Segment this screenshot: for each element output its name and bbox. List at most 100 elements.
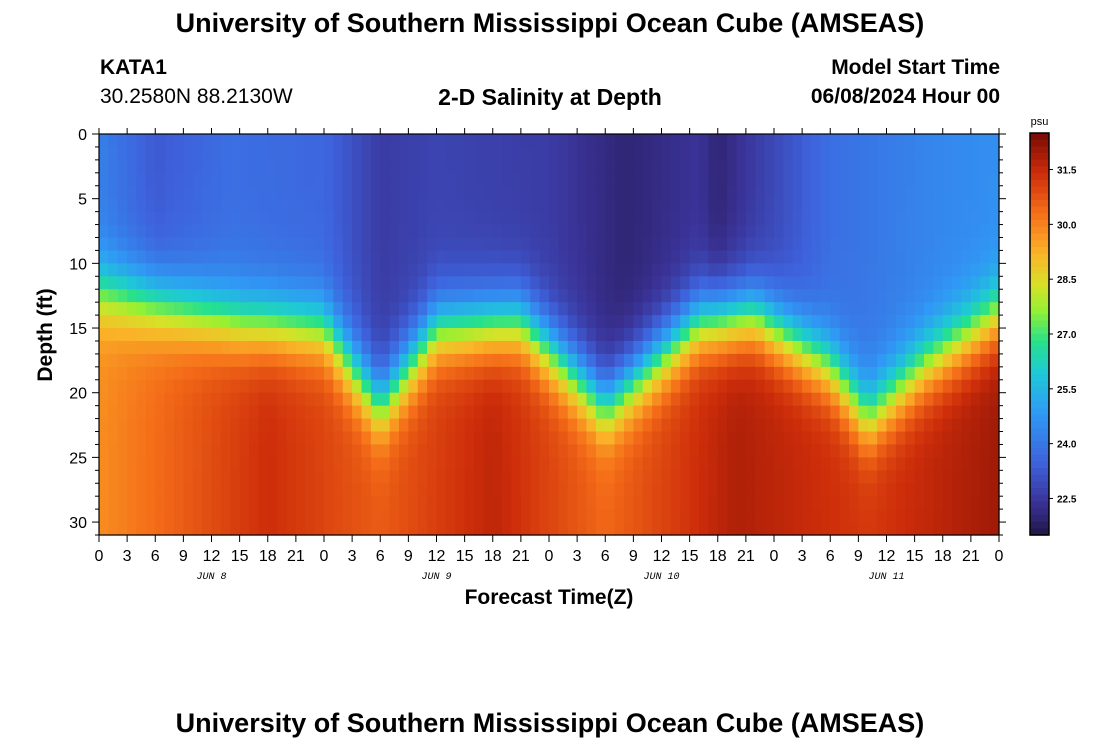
heatmap-cell — [652, 340, 663, 355]
heatmap-cell — [858, 289, 869, 303]
heatmap-cell — [595, 328, 606, 342]
heatmap-cell — [614, 263, 625, 277]
heatmap-cell — [830, 418, 841, 433]
heatmap-cell — [811, 470, 822, 484]
colorbar-swatch — [1030, 347, 1049, 355]
heatmap-cell — [961, 366, 972, 381]
heatmap-cell — [145, 366, 156, 381]
heatmap-cell — [202, 263, 213, 277]
heatmap-cell — [914, 198, 925, 213]
heatmap-cell — [220, 496, 231, 510]
heatmap-cell — [652, 289, 663, 303]
heatmap-cell — [230, 211, 241, 226]
heatmap-cell — [886, 315, 897, 329]
heatmap-cell — [567, 159, 578, 174]
heatmap-cell — [286, 302, 297, 316]
heatmap-cell — [145, 250, 156, 264]
heatmap-cell — [492, 366, 503, 381]
heatmap-cell — [342, 483, 353, 497]
heatmap-cell — [558, 185, 569, 200]
heatmap-cell — [689, 392, 700, 407]
heatmap-cell — [202, 172, 213, 187]
colorbar-swatch — [1030, 320, 1049, 328]
heatmap-cell — [886, 483, 897, 497]
heatmap-cell — [970, 496, 981, 510]
heatmap-cell — [127, 379, 138, 394]
heatmap-cell — [905, 159, 916, 174]
heatmap-cell — [127, 392, 138, 407]
heatmap-cell — [549, 353, 559, 368]
colorbar-swatch — [1030, 494, 1049, 503]
heatmap-cell — [614, 496, 625, 510]
heatmap-cell — [520, 444, 531, 458]
heatmap-cell — [952, 431, 963, 446]
heatmap-cell — [886, 172, 897, 187]
heatmap-cell — [858, 224, 869, 239]
x-tick-label: 12 — [428, 548, 446, 565]
heatmap-cell — [680, 379, 691, 394]
heatmap-cell — [352, 418, 363, 433]
heatmap-cell — [952, 263, 963, 277]
heatmap-cell — [380, 185, 391, 200]
x-tick-label: 15 — [681, 548, 699, 565]
heatmap-cell — [717, 405, 728, 420]
heatmap-cell — [820, 496, 831, 510]
heatmap-cell — [736, 159, 747, 174]
heatmap-cell — [127, 366, 138, 381]
heatmap-cell — [249, 172, 259, 187]
heatmap-cell — [220, 146, 231, 161]
heatmap-cell — [624, 418, 634, 433]
heatmap-cell — [286, 444, 297, 458]
heatmap-cell — [202, 418, 213, 433]
heatmap-cell — [624, 470, 634, 484]
heatmap-cell — [895, 237, 906, 252]
heatmap-cell — [933, 224, 944, 239]
heatmap-cell — [342, 353, 353, 368]
heatmap-cell — [877, 431, 888, 446]
heatmap-cell — [286, 457, 297, 471]
heatmap-cell — [417, 172, 428, 187]
heatmap-cell — [680, 146, 691, 161]
heatmap-cell — [895, 444, 906, 458]
x-tick-label: 18 — [934, 548, 952, 565]
heatmap-cell — [933, 457, 944, 471]
heatmap-cell — [174, 198, 184, 213]
heatmap-cell — [680, 353, 691, 368]
heatmap-cell — [361, 134, 372, 148]
heatmap-cell — [408, 185, 419, 200]
heatmap-cell — [858, 198, 869, 213]
heatmap-cell — [436, 172, 447, 187]
heatmap-cell — [333, 289, 344, 303]
heatmap-cell — [764, 418, 775, 433]
heatmap-cell — [436, 457, 447, 471]
heatmap-cell — [933, 276, 944, 290]
heatmap-cell — [624, 224, 634, 239]
heatmap-cell — [717, 418, 728, 433]
heatmap-cell — [699, 237, 709, 252]
heatmap-cell — [492, 509, 503, 523]
heatmap-cell — [399, 353, 409, 368]
heatmap-cell — [258, 405, 269, 420]
heatmap-cell — [877, 146, 888, 161]
heatmap-cell — [417, 302, 428, 316]
heatmap-cell — [952, 315, 963, 329]
heatmap-cell — [970, 172, 981, 187]
heatmap-cell — [380, 483, 391, 497]
heatmap-cell — [361, 172, 372, 187]
heatmap-cell — [474, 302, 484, 316]
heatmap-cell — [924, 211, 934, 226]
heatmap-cell — [399, 444, 409, 458]
heatmap-cell — [127, 224, 138, 239]
heatmap-cell — [483, 250, 494, 264]
heatmap-cell — [108, 198, 119, 213]
heatmap-cell — [970, 237, 981, 252]
heatmap-cell — [324, 328, 334, 342]
heatmap-cell — [164, 211, 175, 226]
heatmap-cell — [239, 289, 250, 303]
heatmap-cell — [614, 392, 625, 407]
heatmap-cell — [474, 159, 484, 174]
chart-subtitle: 2-D Salinity at Depth — [438, 84, 662, 110]
heatmap-cell — [342, 418, 353, 433]
heatmap-cell — [755, 172, 766, 187]
heatmap-cell — [455, 315, 466, 329]
